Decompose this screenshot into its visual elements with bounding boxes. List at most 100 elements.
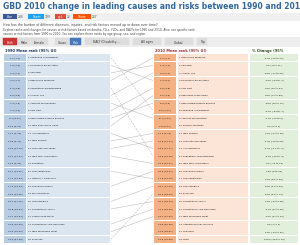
Bar: [154, 62, 176, 69]
Bar: [27, 228, 110, 235]
Bar: [178, 92, 248, 99]
Bar: [178, 54, 248, 61]
Bar: [3, 14, 17, 20]
Bar: [154, 130, 176, 137]
Bar: [154, 220, 176, 228]
Text: 6 High body-mass index: 6 High body-mass index: [179, 95, 208, 96]
Bar: [4, 62, 26, 69]
Bar: [4, 183, 26, 190]
Bar: [154, 137, 176, 145]
Bar: [197, 38, 207, 46]
Text: 5 Suboptimal breastfeeding: 5 Suboptimal breastfeeding: [28, 87, 61, 89]
Text: -37% (-19 to 24): -37% (-19 to 24): [264, 57, 284, 59]
Bar: [178, 122, 248, 129]
Bar: [178, 183, 248, 190]
Text: 8.5 (4-11): 8.5 (4-11): [159, 110, 171, 111]
Text: 7.4 (4-9): 7.4 (4-9): [10, 110, 20, 111]
Bar: [27, 137, 110, 145]
Bar: [27, 160, 110, 167]
Text: 20.4 (18-22): 20.4 (18-22): [158, 201, 172, 202]
Bar: [250, 198, 298, 205]
Text: 14 High total cholesterol: 14 High total cholesterol: [28, 155, 58, 157]
Text: 3 Alcohol use: 3 Alcohol use: [179, 72, 195, 73]
Text: 17 Vitamin A deficiency: 17 Vitamin A deficiency: [28, 178, 56, 179]
Bar: [250, 92, 298, 99]
Text: 13 Low nuts and seeds: 13 Low nuts and seeds: [28, 148, 56, 149]
Text: 9 Ambient PM pollution: 9 Ambient PM pollution: [179, 118, 207, 119]
Bar: [250, 190, 298, 197]
Bar: [4, 145, 26, 152]
Bar: [154, 69, 176, 76]
Text: 2 Household air pollution: 2 Household air pollution: [28, 65, 58, 66]
Text: 5.0 (4-8): 5.0 (4-8): [160, 87, 170, 89]
Text: 21.7 (14-34): 21.7 (14-34): [8, 216, 22, 217]
Text: 9.8 (8-12): 9.8 (8-12): [159, 125, 171, 127]
Bar: [4, 92, 26, 99]
Bar: [4, 54, 26, 61]
Bar: [154, 99, 176, 107]
Text: All ages: All ages: [141, 40, 153, 45]
Text: 14% (-24 to 58): 14% (-24 to 58): [265, 201, 283, 202]
Bar: [154, 152, 176, 160]
Text: 21.0 (18-25): 21.0 (18-25): [158, 208, 172, 210]
Text: 15.3 (12-17): 15.3 (12-17): [158, 163, 172, 164]
Bar: [27, 190, 110, 197]
Text: 5.6 (3-8): 5.6 (3-8): [10, 95, 20, 96]
Bar: [31, 38, 48, 46]
Text: 100% (143 to 19): 100% (143 to 19): [264, 238, 284, 240]
Bar: [250, 213, 298, 220]
Bar: [178, 190, 248, 197]
Bar: [154, 205, 176, 213]
Text: DALY (Disability-...: DALY (Disability-...: [93, 40, 121, 45]
Bar: [154, 168, 176, 175]
Text: 22 High processed meat: 22 High processed meat: [179, 216, 208, 217]
Text: -10% (-44 to -2): -10% (-44 to -2): [265, 80, 284, 81]
Text: 21 Occupational low back pain: 21 Occupational low back pain: [179, 208, 216, 210]
Bar: [4, 152, 26, 160]
Bar: [4, 69, 26, 76]
Text: 15 Sanitation: 15 Sanitation: [28, 163, 44, 164]
Text: -57% (-43 to -3): -57% (-43 to -3): [265, 155, 284, 157]
Text: 11 Iron deficiency: 11 Iron deficiency: [28, 133, 49, 134]
Bar: [27, 183, 110, 190]
Bar: [154, 85, 176, 92]
Text: 23.6 (19-29): 23.6 (19-29): [8, 223, 22, 225]
Bar: [250, 168, 298, 175]
Text: Like: Like: [7, 15, 13, 19]
Bar: [70, 38, 81, 46]
Text: 20.4 (17-25): 20.4 (17-25): [8, 201, 22, 202]
Text: 14 Suboptimal breastfeeding: 14 Suboptimal breastfeeding: [179, 155, 214, 157]
Text: -17% (-13 to 0): -17% (-13 to 0): [265, 117, 283, 119]
Text: 8.7 (7-11): 8.7 (7-11): [159, 118, 171, 119]
Bar: [27, 115, 110, 122]
Text: 20.3 (18-23): 20.3 (18-23): [158, 193, 172, 195]
Text: 1.9 (1-3): 1.9 (1-3): [10, 65, 20, 66]
Bar: [27, 198, 110, 205]
Bar: [154, 236, 176, 243]
Text: 3 Smoking: 3 Smoking: [28, 73, 40, 74]
Bar: [178, 152, 248, 160]
Text: 5 Low fruit: 5 Low fruit: [179, 87, 192, 89]
Bar: [178, 99, 248, 107]
Text: 6.1 (4-9): 6.1 (4-9): [160, 95, 170, 96]
Text: 13.8 (9-17): 13.8 (9-17): [8, 140, 22, 142]
Bar: [4, 168, 26, 175]
Text: 11.3 (9-15): 11.3 (9-15): [158, 133, 172, 134]
Bar: [4, 236, 26, 243]
Bar: [27, 92, 110, 99]
Bar: [250, 99, 298, 107]
Bar: [4, 205, 26, 213]
Bar: [55, 38, 69, 46]
Text: 7 High fasting plasma glucose: 7 High fasting plasma glucose: [179, 102, 215, 104]
Bar: [250, 183, 298, 190]
Text: 62% (71 to 89): 62% (71 to 89): [265, 95, 283, 97]
Text: Share: Share: [78, 15, 86, 19]
Text: 21 Occupational injury: 21 Occupational injury: [28, 208, 55, 210]
Text: 18 Low omega-3: 18 Low omega-3: [179, 186, 199, 187]
Text: 14.1 (11-17): 14.1 (11-17): [8, 155, 22, 157]
Bar: [154, 175, 176, 182]
Text: 17 Low vegetables: 17 Low vegetables: [179, 178, 202, 179]
Bar: [178, 213, 248, 220]
Bar: [178, 115, 248, 122]
Text: 5.4 (3-8): 5.4 (3-8): [10, 87, 20, 89]
